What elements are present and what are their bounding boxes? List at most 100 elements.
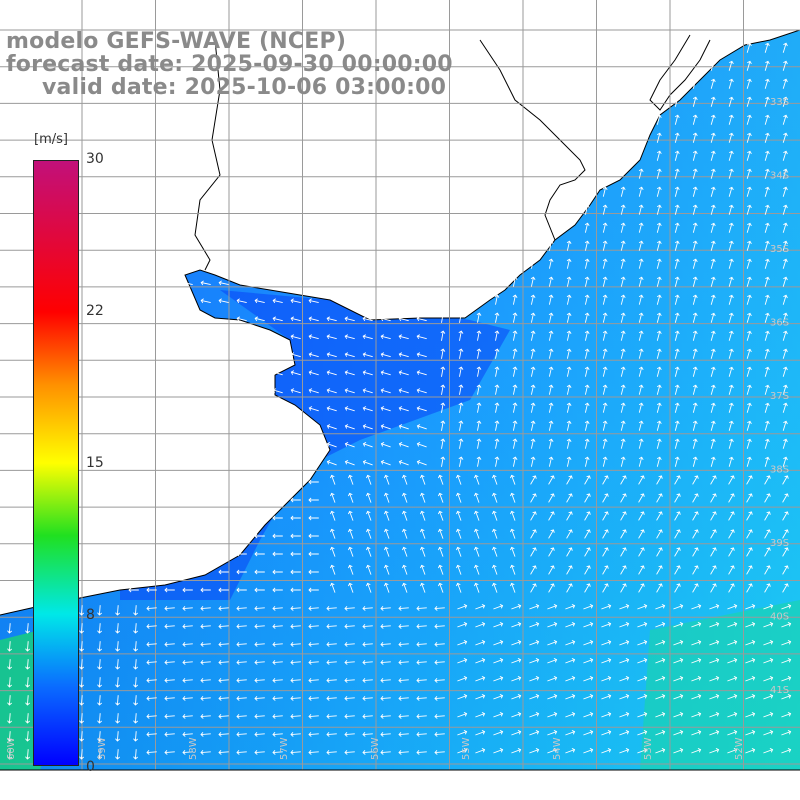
wind-arrow bbox=[457, 747, 468, 754]
wind-arrow bbox=[656, 168, 662, 179]
wind-arrow bbox=[362, 750, 373, 755]
wind-arrow bbox=[146, 750, 157, 755]
wind-arrow bbox=[365, 492, 372, 503]
wind-arrow bbox=[290, 352, 301, 358]
wind-arrow bbox=[566, 384, 572, 395]
wind-arrow bbox=[710, 150, 716, 161]
wind-arrow bbox=[746, 529, 753, 539]
wind-arrow bbox=[511, 729, 522, 736]
wind-arrow bbox=[583, 693, 594, 700]
wind-arrow bbox=[97, 659, 102, 670]
wind-arrow bbox=[491, 546, 498, 557]
wind-arrow bbox=[115, 641, 120, 652]
wind-arrow bbox=[362, 624, 373, 629]
colorbar bbox=[33, 160, 79, 766]
wind-arrow bbox=[200, 642, 211, 647]
wind-arrow bbox=[584, 565, 591, 575]
wind-arrow bbox=[509, 510, 516, 521]
wind-arrow bbox=[218, 280, 229, 286]
wind-arrow bbox=[584, 475, 591, 485]
wind-arrow bbox=[728, 312, 734, 323]
wind-arrow bbox=[434, 624, 445, 629]
wind-arrow bbox=[25, 623, 30, 634]
wind-arrow bbox=[25, 641, 30, 652]
wind-arrow bbox=[493, 639, 504, 646]
wind-arrow bbox=[494, 348, 500, 359]
wind-arrow bbox=[79, 749, 84, 760]
wind-arrow bbox=[326, 660, 337, 665]
wind-arrow bbox=[362, 334, 373, 340]
wind-arrow bbox=[200, 280, 211, 286]
wind-arrow bbox=[511, 693, 522, 700]
wind-arrow bbox=[401, 492, 408, 503]
wind-arrow bbox=[494, 420, 500, 431]
wind-arrow bbox=[692, 78, 698, 89]
wind-arrow bbox=[674, 258, 680, 269]
wind-arrow bbox=[602, 276, 608, 287]
wind-arrow bbox=[434, 660, 445, 665]
wind-arrow bbox=[437, 528, 444, 539]
wind-arrow bbox=[710, 186, 716, 197]
wind-arrow bbox=[692, 204, 698, 215]
wind-arrow bbox=[656, 475, 663, 485]
wind-arrow bbox=[308, 732, 319, 737]
wind-arrow bbox=[746, 60, 752, 71]
wind-arrow bbox=[329, 546, 336, 557]
wind-arrow bbox=[638, 384, 644, 395]
wind-arrow bbox=[362, 388, 373, 394]
wind-arrow bbox=[416, 352, 427, 358]
wind-arrow bbox=[416, 696, 427, 701]
wind-arrow bbox=[548, 402, 554, 413]
wind-arrow bbox=[398, 441, 409, 448]
wind-arrow bbox=[362, 459, 373, 466]
wind-arrow bbox=[416, 424, 427, 430]
wind-arrow bbox=[308, 497, 319, 503]
wind-arrow bbox=[601, 711, 612, 718]
wind-arrow bbox=[290, 750, 301, 755]
wind-arrow bbox=[620, 493, 627, 503]
wind-arrow bbox=[584, 420, 590, 431]
wind-arrow bbox=[710, 312, 716, 323]
wind-arrow bbox=[493, 675, 504, 682]
wind-arrow bbox=[457, 711, 468, 718]
wind-arrow bbox=[398, 334, 409, 340]
wind-arrow bbox=[380, 352, 391, 358]
wind-arrow bbox=[494, 312, 500, 323]
wind-arrow bbox=[416, 459, 427, 466]
longitude-label: 53W bbox=[643, 737, 654, 760]
wind-arrow bbox=[344, 606, 355, 611]
wind-arrow bbox=[709, 675, 720, 682]
wind-arrow bbox=[746, 222, 752, 233]
wind-arrow bbox=[347, 582, 354, 593]
wind-arrow bbox=[746, 565, 753, 575]
wind-arrow bbox=[530, 493, 537, 503]
wind-arrow bbox=[782, 348, 788, 359]
wind-arrow bbox=[710, 384, 716, 395]
wind-arrow bbox=[656, 294, 662, 305]
wind-arrow bbox=[308, 696, 319, 701]
latitude-label: 37S bbox=[770, 391, 789, 402]
wind-arrow bbox=[782, 456, 788, 467]
wind-arrow bbox=[133, 713, 138, 724]
wind-arrow bbox=[782, 132, 788, 143]
wind-arrow bbox=[290, 714, 301, 719]
wind-arrow bbox=[620, 312, 626, 323]
wind-arrow bbox=[97, 695, 102, 706]
wind-arrow bbox=[457, 693, 468, 700]
wind-arrow bbox=[656, 583, 663, 593]
lat-lon-grid bbox=[0, 0, 800, 770]
wind-arrow bbox=[455, 546, 462, 557]
wind-arrow bbox=[782, 493, 789, 503]
wind-arrow bbox=[710, 475, 717, 485]
wind-arrow bbox=[115, 695, 120, 706]
wind-arrow bbox=[308, 642, 319, 647]
wind-arrow bbox=[365, 474, 372, 485]
wind-arrow bbox=[620, 547, 627, 557]
wind-arrow bbox=[584, 240, 590, 251]
wind-arrow bbox=[383, 582, 390, 593]
wind-arrow bbox=[200, 298, 211, 304]
wind-arrow bbox=[764, 384, 770, 395]
wind-arrow bbox=[457, 603, 468, 610]
wind-arrow bbox=[782, 312, 788, 323]
wind-arrow bbox=[691, 639, 702, 646]
